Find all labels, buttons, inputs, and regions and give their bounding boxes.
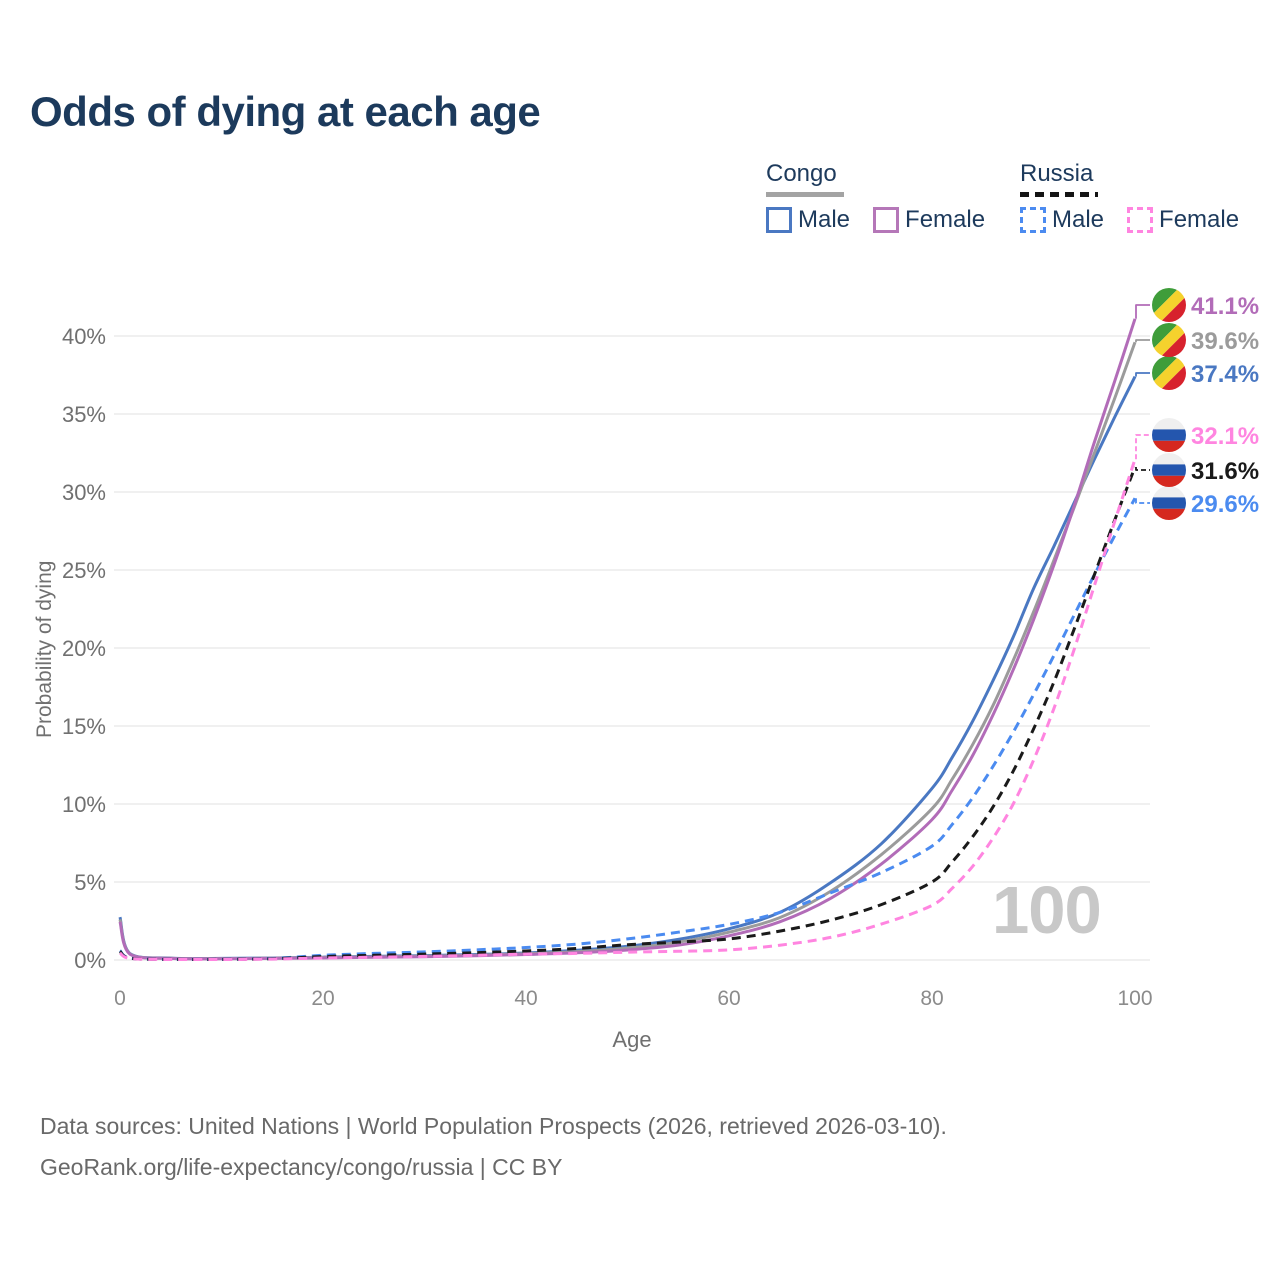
x-axis-title: Age [612, 1027, 652, 1052]
y-tick-label: 15% [62, 714, 106, 739]
russia-female-swatch-icon [1127, 207, 1154, 233]
y-tick-label: 25% [62, 558, 106, 583]
page-title: Odds of dying at each age [30, 88, 541, 135]
attribution-line: GeoRank.org/life-expectancy/congo/russia… [40, 1154, 563, 1180]
congo-female-swatch-icon [873, 207, 900, 233]
end-label-congo-male: 37.4% [1112, 316, 1259, 430]
label-connector [1135, 372, 1150, 377]
x-tick-label: 60 [717, 987, 740, 1010]
legend-group-congo: Congo Male Female [766, 160, 985, 234]
legend-congo-header: Congo [766, 160, 837, 187]
label-connector [1135, 467, 1150, 471]
russia-dashed-line-sample [1020, 192, 1098, 197]
end-label-russia-male: 29.6% [1135, 486, 1259, 520]
russia-flag-icon [1152, 453, 1186, 487]
series-line-congo-male[interactable] [118, 375, 1137, 961]
legend-item-congo-female[interactable]: Female [873, 206, 985, 234]
end-value-label: 31.6% [1191, 458, 1259, 485]
y-tick-label: 10% [62, 792, 106, 817]
label-connector [1135, 339, 1150, 343]
footer: Data sources: United Nations | World Pop… [40, 1106, 947, 1188]
end-value-label: 32.1% [1191, 423, 1259, 450]
series-line-congo-female[interactable] [118, 318, 1137, 961]
series-line-congo-total[interactable] [118, 341, 1137, 961]
y-tick-label: 20% [62, 636, 106, 661]
x-tick-label: 80 [920, 987, 943, 1010]
series-line-russia-total[interactable] [118, 466, 1137, 961]
end-value-label: 29.6% [1191, 491, 1259, 518]
legend-russia-header: Russia [1020, 160, 1094, 187]
y-tick-label: 40% [62, 324, 106, 349]
y-tick-label: 5% [74, 870, 106, 895]
end-label-congo-total: 39.6% [1112, 283, 1259, 397]
gridlines: 0% 5% 10% 15% 20% 25% 30% 35% 40% 0 20 40 60 80 100 [62, 324, 1153, 1010]
congo-male-swatch-icon [766, 207, 792, 233]
end-label-congo-female: 41.1% [1112, 248, 1259, 362]
y-tick-label: 30% [62, 480, 106, 505]
end-value-label: 37.4% [1191, 361, 1259, 388]
legend-group-russia: Russia Male Female [1020, 160, 1239, 234]
age-counter-watermark: 100 [992, 873, 1102, 948]
y-axis-title: Probability of dying [33, 560, 56, 738]
russia-flag-icon [1152, 418, 1186, 452]
legend-label-congo-male: Male [798, 206, 851, 233]
x-tick-label: 0 [114, 987, 126, 1010]
russia-flag-icon [1152, 486, 1186, 520]
data-sources-line: Data sources: United Nations | World Pop… [40, 1113, 947, 1139]
label-connector [1135, 434, 1150, 460]
congo-solid-line-sample [766, 192, 844, 197]
x-tick-label: 40 [514, 987, 537, 1010]
x-tick-label: 20 [311, 987, 334, 1010]
end-value-label: 41.1% [1191, 293, 1259, 320]
legend-label-russia-male: Male [1052, 206, 1105, 233]
end-label-russia-total: 31.6% [1135, 453, 1259, 487]
russia-male-swatch-icon [1020, 207, 1046, 233]
legend-label-congo-female: Female [905, 206, 986, 233]
legend-label-russia-female: Female [1159, 206, 1240, 233]
end-value-label: 39.6% [1191, 328, 1259, 355]
end-label-russia-female: 32.1% [1135, 418, 1259, 460]
label-connector [1135, 304, 1150, 319]
legend-item-russia-female[interactable]: Female [1127, 206, 1239, 234]
series-line-russia-female[interactable] [119, 458, 1137, 961]
y-tick-label: 0% [74, 948, 106, 973]
legend-item-congo-male[interactable]: Male [766, 206, 850, 234]
legend-item-russia-male[interactable]: Male [1020, 206, 1104, 234]
x-tick-label: 100 [1117, 987, 1152, 1010]
label-connector [1135, 498, 1150, 504]
y-tick-label: 35% [62, 402, 106, 427]
